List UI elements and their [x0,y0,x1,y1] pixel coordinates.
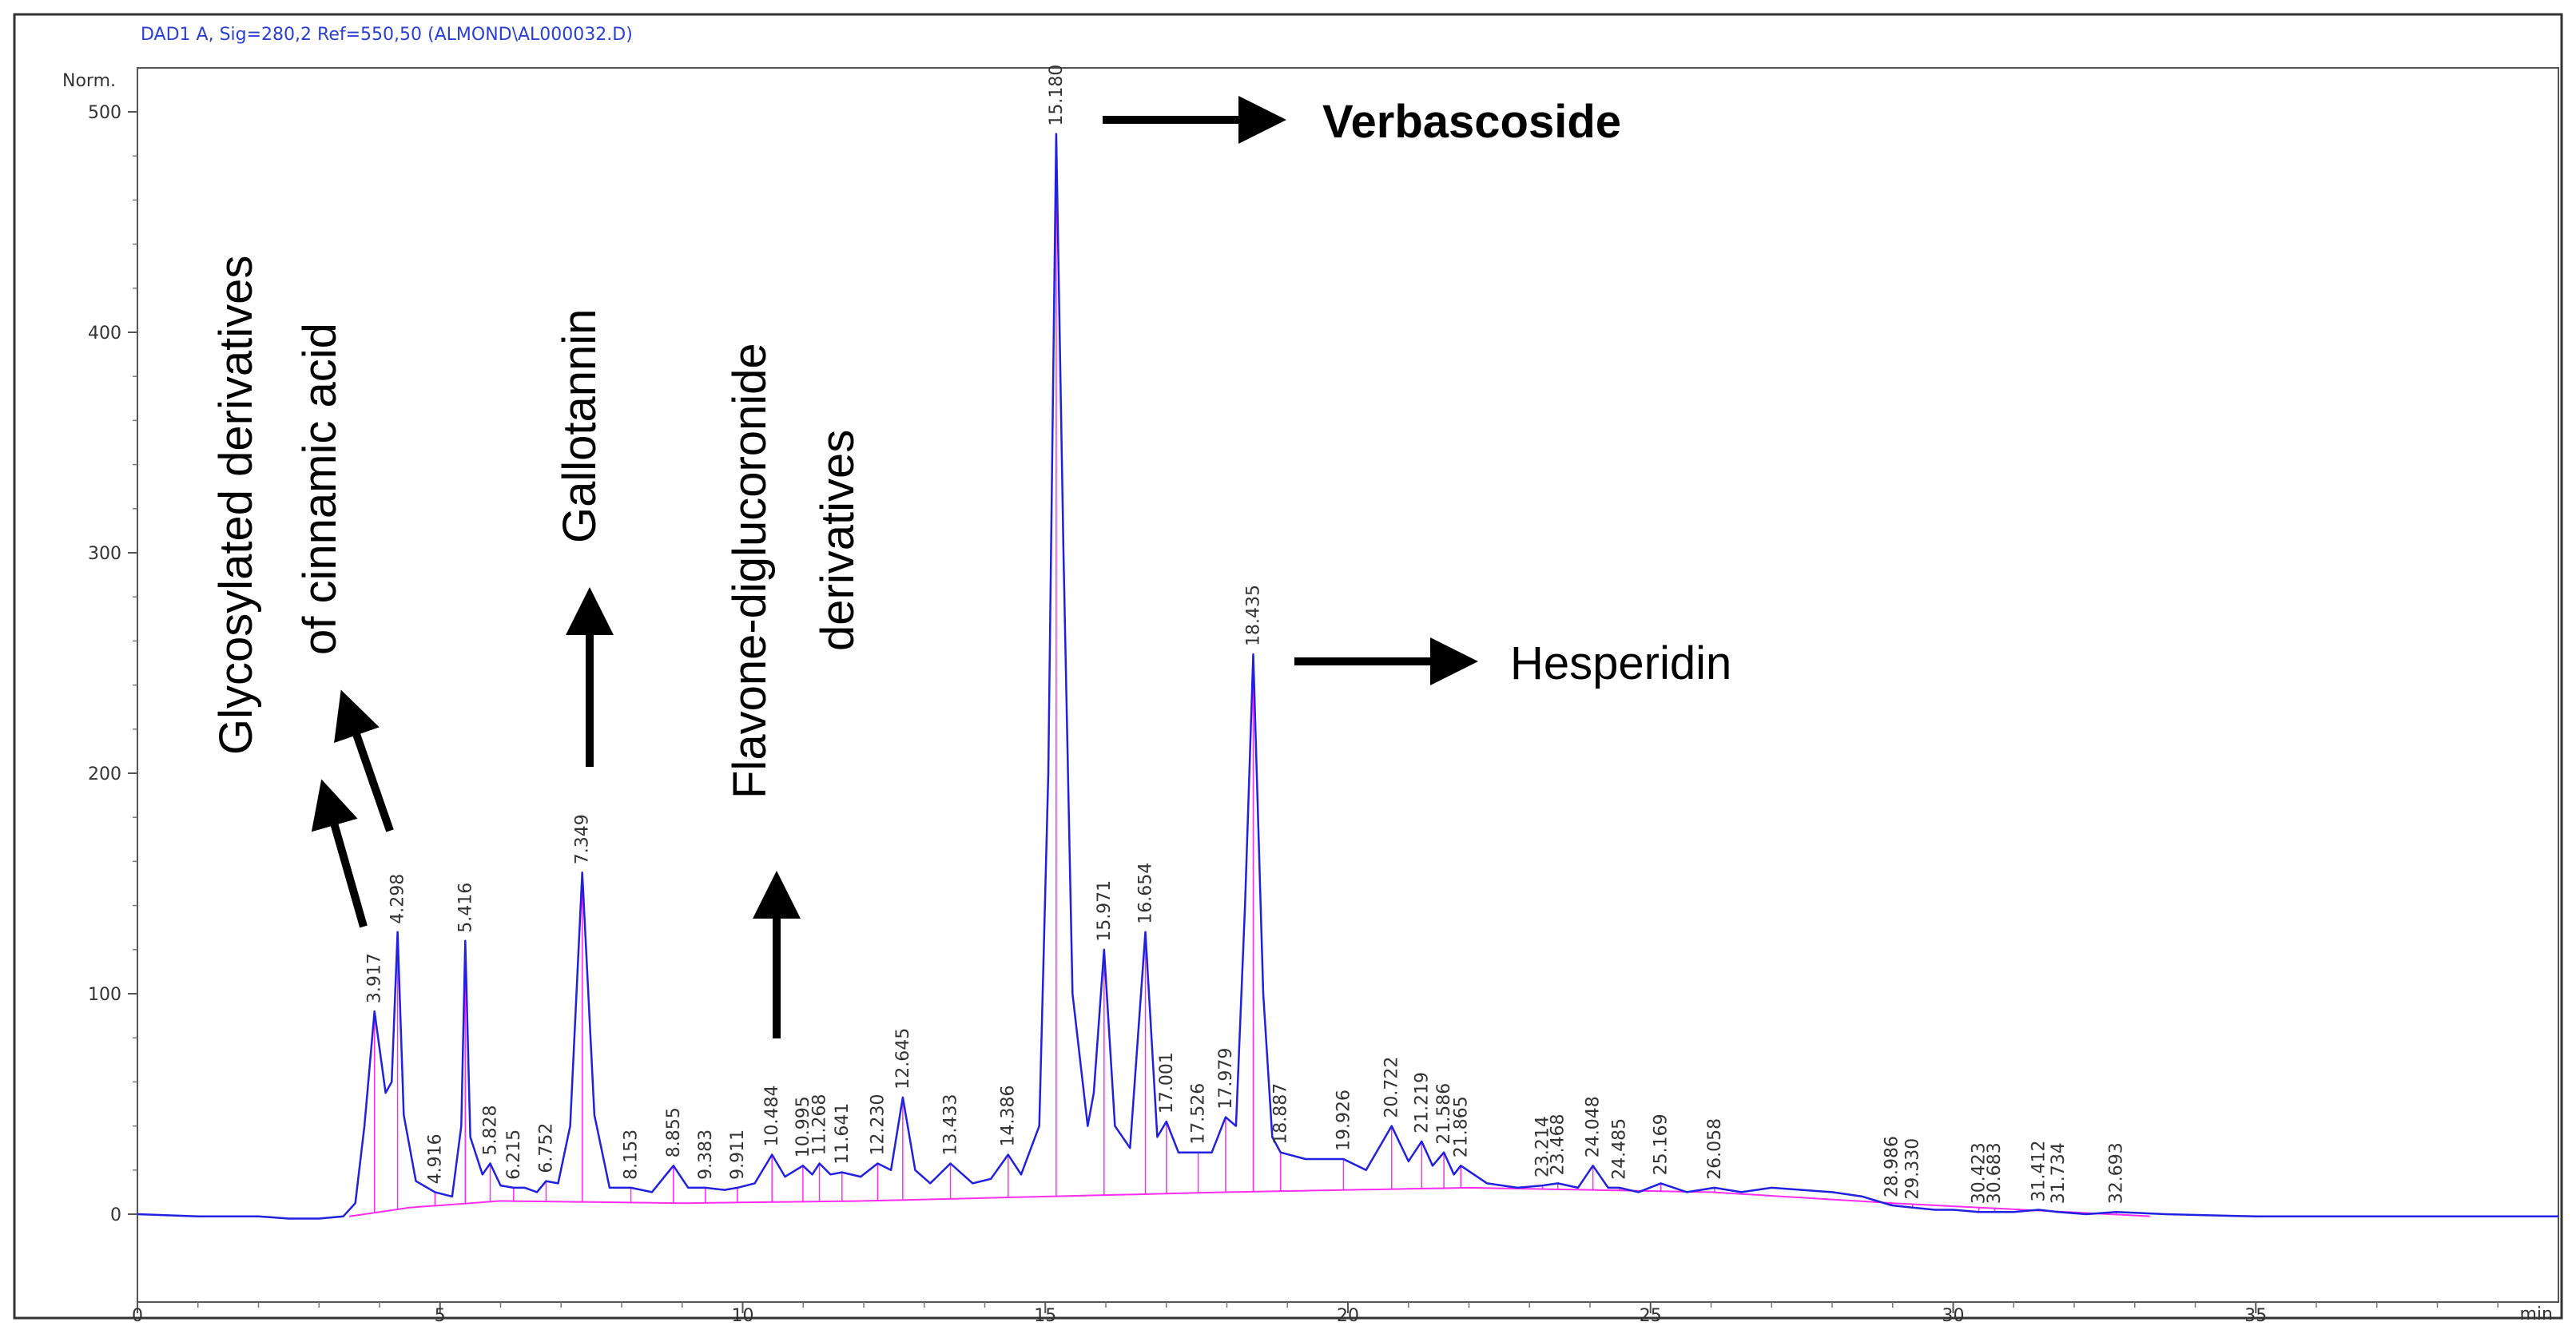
peak-label: 9.383 [696,1130,716,1180]
arrow-glycosylated-2 [334,689,394,832]
annotations: Glycosylated derivatives of cinnamic aci… [210,96,1731,1038]
peak-label: 13.433 [941,1094,961,1156]
peak-label: 6.752 [536,1123,556,1173]
x-axis-ticks: 0 5 10 15 20 25 30 35 [132,1302,2498,1326]
peak-label: 18.435 [1243,585,1263,646]
signal-header: DAD1 A, Sig=280,2 Ref=550,50 (ALMOND\AL0… [141,25,633,45]
outer-border [13,13,2563,1320]
peak-label: 11.268 [810,1094,830,1156]
annotation-glycosylated: Glycosylated derivatives [210,256,262,755]
peak-labels: 3.917 4.298 4.916 5.416 5.828 6.215 6.752 7.349… [365,65,2127,1205]
peak-label: 23.468 [1548,1114,1568,1175]
annotation-verbascoside: Verbascoside [1322,96,1621,148]
peak-label: 12.645 [893,1028,913,1090]
peak-label: 31.734 [2049,1142,2069,1204]
peak-label: 10.995 [793,1096,813,1157]
annotation-gallotannin: Gallotannin [554,309,606,543]
peak-label: 6.215 [504,1130,524,1180]
y-tick-label: 200 [88,764,121,784]
peak-label: 10.484 [762,1085,782,1146]
x-tick-label: 35 [2244,1306,2267,1326]
peak-label: 30.683 [1985,1142,2005,1204]
peak-label: 11.641 [833,1103,853,1165]
peak-label: 31.412 [2029,1140,2049,1201]
peak-label: 26.058 [1705,1118,1725,1180]
integration-baseline [348,133,2150,1217]
y-axis-label: Norm. [62,71,116,91]
peak-label: 21.219 [1412,1072,1432,1134]
peak-label: 21.586 [1434,1083,1454,1145]
peak-label: 17.001 [1157,1052,1177,1114]
x-tick-label: 5 [435,1306,446,1326]
peak-label: 28.986 [1882,1136,1902,1197]
peak-label: 25.169 [1652,1114,1672,1175]
y-tick-label: 400 [88,324,121,343]
peak-label: 24.485 [1610,1118,1630,1180]
annotation-flavone-derivatives: derivatives [812,430,864,651]
peak-label: 9.911 [728,1130,748,1180]
signal-trace-layer [137,133,2558,1220]
peak-label: 21.865 [1451,1096,1471,1157]
peak-label: 8.855 [664,1107,684,1157]
y-tick-label: 0 [110,1205,121,1225]
baseline-line [348,1186,2150,1217]
peak-label: 3.917 [365,953,385,1003]
x-tick-label: 20 [1337,1306,1359,1326]
peak-label: 7.349 [573,814,593,864]
peak-label: 23.214 [1532,1116,1552,1177]
y-tick-label: 500 [88,103,121,123]
peak-label: 5.416 [455,883,475,933]
peak-label: 24.048 [1584,1096,1604,1157]
signal-trace [137,133,2558,1220]
x-tick-label: 30 [1942,1306,1965,1326]
peak-label: 15.971 [1095,880,1115,942]
peak-label: 20.722 [1382,1057,1402,1118]
annotation-hesperidin: Hesperidin [1510,637,1731,689]
peak-label: 4.298 [388,874,408,924]
peak-label: 29.330 [1903,1138,1923,1200]
peak-label: 19.926 [1334,1090,1354,1151]
peak-label: 16.654 [1136,863,1156,924]
peak-label: 8.153 [622,1130,642,1180]
y-tick-label: 100 [88,985,121,1005]
annotation-cinnamic-acid: of cinnamic acid [294,323,346,655]
peak-label: 17.979 [1216,1048,1236,1110]
peak-label: 15.180 [1047,65,1067,126]
peak-label: 32.693 [2106,1142,2126,1204]
x-tick-label: 10 [732,1306,754,1326]
x-tick-label: 15 [1034,1306,1056,1326]
annotation-flavone-diglucoronide: Flavone-diglucoronide [724,343,776,799]
y-axis-ticks: 0 100 200 300 400 500 [88,103,137,1225]
peak-label: 5.828 [480,1106,500,1156]
arrow-glycosylated-1 [311,779,368,928]
peak-label: 18.887 [1271,1083,1291,1145]
x-tick-label: 25 [1640,1306,1662,1326]
peak-label: 14.386 [999,1085,1019,1146]
x-axis-label: min [2520,1304,2554,1324]
peak-label: 12.230 [868,1094,888,1156]
peak-label: 17.526 [1189,1083,1209,1145]
x-tick-label: 0 [132,1306,143,1326]
peak-label: 4.916 [425,1134,445,1184]
peak-label: 30.423 [1970,1142,1990,1204]
y-tick-label: 300 [88,544,121,564]
